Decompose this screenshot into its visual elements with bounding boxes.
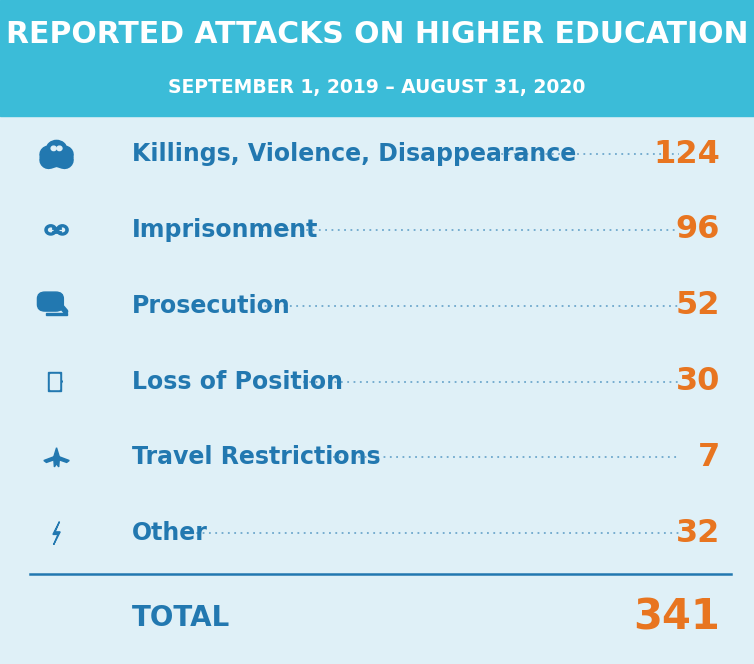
Text: 7: 7 [697, 442, 720, 473]
Bar [47, 313, 66, 315]
Text: Travel Restrictions: Travel Restrictions [132, 446, 381, 469]
Circle shape [57, 146, 62, 151]
Bar [50, 374, 59, 389]
Bar [48, 372, 61, 391]
Text: Prosecution: Prosecution [132, 293, 291, 317]
Circle shape [47, 140, 66, 158]
Text: 30: 30 [676, 366, 720, 397]
Bar [0, 0, 754, 116]
Polygon shape [44, 456, 69, 462]
Text: 52: 52 [676, 290, 720, 321]
Text: SEPTEMBER 1, 2019 – AUGUST 31, 2020: SEPTEMBER 1, 2019 – AUGUST 31, 2020 [168, 78, 586, 97]
Text: 32: 32 [676, 518, 720, 548]
Text: Other: Other [132, 521, 208, 545]
Circle shape [51, 146, 57, 151]
Text: REPORTED ATTACKS ON HIGHER EDUCATION: REPORTED ATTACKS ON HIGHER EDUCATION [6, 21, 748, 49]
Text: Imprisonment: Imprisonment [132, 218, 318, 242]
FancyBboxPatch shape [38, 292, 63, 311]
Text: 341: 341 [633, 596, 720, 639]
Text: 96: 96 [676, 214, 720, 246]
Text: 124: 124 [653, 139, 720, 169]
Text: Killings, Violence, Disappearance: Killings, Violence, Disappearance [132, 142, 576, 166]
Polygon shape [54, 448, 60, 467]
Polygon shape [53, 522, 60, 544]
Text: TOTAL: TOTAL [132, 604, 230, 631]
Text: Loss of Position: Loss of Position [132, 370, 343, 394]
